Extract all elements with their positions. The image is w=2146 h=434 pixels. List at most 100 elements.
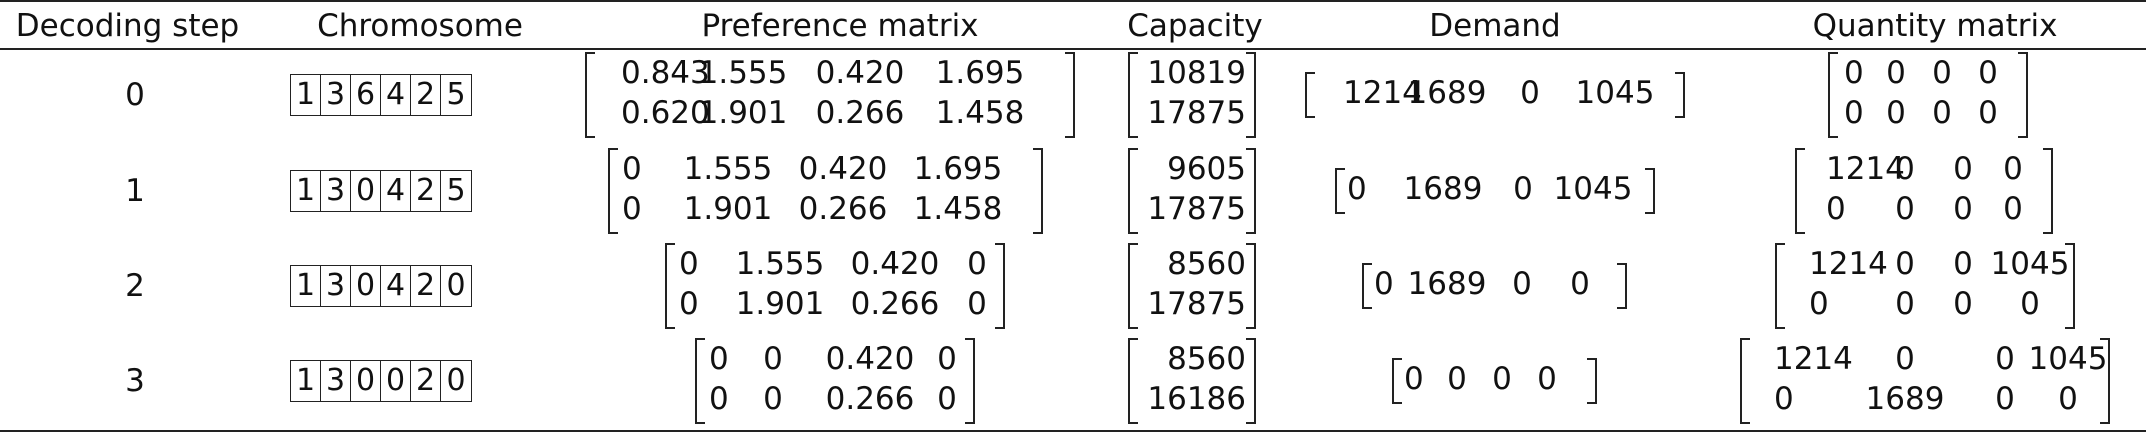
- matrix-cell: 9605: [1167, 151, 1246, 187]
- matrix-cell: 0: [1826, 191, 1846, 227]
- matrix-cell: 0.266: [850, 286, 940, 322]
- matrix-cell: 16186: [1147, 381, 1246, 417]
- matrix-cell: 0: [1844, 55, 1864, 91]
- matrix-cell: 0: [2003, 151, 2023, 187]
- matrix-cell: 0: [1978, 95, 1998, 131]
- decoding-step-1: 1: [125, 173, 145, 209]
- matrix-cell: 0.420: [850, 246, 940, 282]
- matrix-cell: 0: [1953, 246, 1973, 282]
- matrix-cell: 0: [1953, 286, 1973, 322]
- header-capacity: Capacity: [1127, 8, 1263, 44]
- right-bracket: [2043, 148, 2053, 234]
- demand-vector-1: 0 1689 0 1045: [1335, 168, 1655, 214]
- matrix-cell: 1689: [1865, 381, 1945, 417]
- quantity-matrix-3: 1214 0 0 1045 0 1689 0 0: [1740, 338, 2110, 424]
- matrix-cell: 0: [937, 381, 957, 417]
- left-bracket: [1128, 338, 1138, 424]
- matrix-cell: 0.266: [798, 191, 888, 227]
- matrix-cell: 0: [1895, 286, 1915, 322]
- right-bracket: [2065, 243, 2075, 329]
- decoding-step-0: 0: [125, 77, 145, 113]
- matrix-cell: 1689: [1407, 266, 1487, 302]
- left-bracket: [1335, 168, 1345, 214]
- matrix-cell: 8560: [1167, 246, 1246, 282]
- matrix-cell: 0: [1512, 266, 1532, 302]
- chromosome-gene: 4: [381, 266, 411, 306]
- matrix-cell: 0: [1932, 55, 1952, 91]
- matrix-cell: 0: [1995, 381, 2015, 417]
- chromosome-gene: 0: [381, 361, 411, 401]
- matrix-cell: 17875: [1147, 286, 1246, 322]
- matrix-cell: 1214: [1774, 341, 1853, 377]
- header-decoding-step: Decoding step: [15, 8, 240, 44]
- chromosome-gene: 0: [351, 171, 381, 211]
- matrix-cell: 0: [1895, 341, 1915, 377]
- chromosome-gene: 2: [411, 171, 441, 211]
- left-bracket: [1828, 52, 1838, 138]
- matrix-cell: 1214: [1343, 75, 1422, 111]
- matrix-cell: 0: [1978, 55, 1998, 91]
- right-bracket: [2100, 338, 2110, 424]
- bottom-rule: [0, 430, 2146, 432]
- matrix-cell: 1214: [1826, 151, 1905, 187]
- decoding-step-2: 2: [125, 268, 145, 304]
- chromosome-gene: 0: [351, 361, 381, 401]
- matrix-cell: 0: [679, 286, 699, 322]
- chromosome-gene: 3: [321, 266, 351, 306]
- matrix-cell: 1689: [1407, 75, 1487, 111]
- matrix-cell: 17875: [1147, 95, 1246, 131]
- chromosome-gene: 4: [381, 75, 411, 115]
- matrix-cell: 1045: [2028, 341, 2108, 377]
- chromosome-gene: 1: [291, 361, 321, 401]
- capacity-vector-3: 8560 16186: [1128, 338, 1256, 424]
- chromosome-gene: 3: [321, 361, 351, 401]
- matrix-cell: 8560: [1167, 341, 1246, 377]
- demand-vector-0: 1214 1689 0 1045: [1305, 72, 1685, 118]
- matrix-cell: 0: [1995, 341, 2015, 377]
- matrix-cell: 0.843: [621, 55, 710, 91]
- chromosome-gene: 0: [446, 363, 466, 398]
- left-bracket: [1128, 148, 1138, 234]
- matrix-cell: 1.695: [935, 55, 1025, 91]
- matrix-cell: 0: [937, 341, 957, 377]
- chromosome-gene: 4: [381, 171, 411, 211]
- matrix-cell: 1045: [1553, 171, 1633, 207]
- matrix-cell: 1.695: [913, 151, 1003, 187]
- quantity-matrix-2: 1214 0 0 1045 0 0 0 0: [1775, 243, 2075, 329]
- matrix-cell: 0: [1774, 381, 1794, 417]
- matrix-cell: 0.266: [825, 381, 915, 417]
- header-preference-matrix: Preference matrix: [701, 8, 979, 44]
- left-bracket: [1795, 148, 1805, 234]
- matrix-cell: 0.266: [815, 95, 905, 131]
- header-quantity-matrix: Quantity matrix: [1812, 8, 2058, 44]
- matrix-cell: 0: [709, 341, 729, 377]
- right-bracket: [995, 243, 1005, 329]
- matrix-cell: 0: [2003, 191, 2023, 227]
- matrix-cell: 0: [763, 381, 783, 417]
- matrix-cell: 1.458: [913, 191, 1003, 227]
- chromosome-gene: 5: [446, 77, 466, 112]
- matrix-cell: 1214: [1809, 246, 1888, 282]
- left-bracket: [1740, 338, 1750, 424]
- matrix-cell: 0: [1447, 361, 1467, 397]
- chromosome-gene: 1: [291, 171, 321, 211]
- decoding-step-3: 3: [125, 363, 145, 399]
- chromosome-gene: 2: [411, 361, 441, 401]
- right-bracket: [1246, 148, 1256, 234]
- right-bracket: [1246, 338, 1256, 424]
- right-bracket: [1617, 263, 1627, 309]
- right-bracket: [1587, 358, 1597, 404]
- matrix-cell: 1.555: [683, 151, 773, 187]
- chromosome-gene: 3: [321, 75, 351, 115]
- matrix-cell: 0: [763, 341, 783, 377]
- left-bracket: [695, 338, 705, 424]
- matrix-cell: 0: [1492, 361, 1512, 397]
- preference-matrix-1: 0 1.555 0.420 1.695 0 1.901 0.266 1.458: [608, 148, 1043, 234]
- matrix-cell: 0.420: [825, 341, 915, 377]
- matrix-cell: 0: [967, 286, 987, 322]
- right-bracket: [1675, 72, 1685, 118]
